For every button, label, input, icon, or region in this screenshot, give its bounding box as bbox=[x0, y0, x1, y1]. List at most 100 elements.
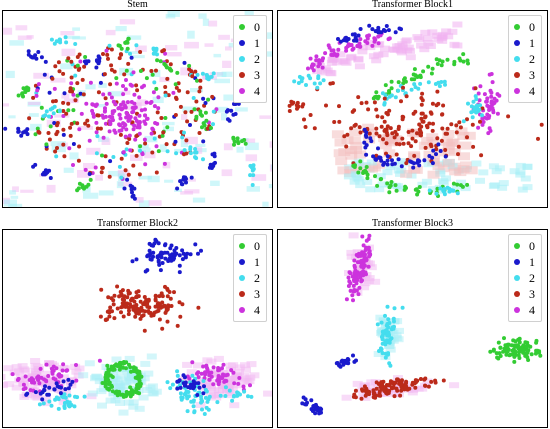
data-point bbox=[248, 173, 253, 178]
data-point bbox=[33, 53, 38, 58]
data-point bbox=[362, 384, 367, 389]
point-halo bbox=[202, 357, 213, 364]
data-point bbox=[396, 80, 401, 85]
data-point bbox=[123, 301, 128, 306]
data-point bbox=[336, 47, 341, 52]
point-halo bbox=[17, 35, 32, 40]
data-point bbox=[474, 110, 479, 115]
data-point bbox=[401, 141, 406, 146]
data-point bbox=[351, 283, 356, 288]
data-point bbox=[352, 263, 357, 268]
data-point bbox=[413, 139, 418, 144]
point-halo bbox=[27, 382, 38, 389]
legend-item: 4 bbox=[239, 83, 260, 99]
data-point bbox=[507, 353, 512, 358]
data-point bbox=[437, 84, 442, 89]
data-point bbox=[457, 56, 462, 61]
data-point bbox=[223, 385, 228, 390]
data-point bbox=[156, 259, 161, 264]
data-point bbox=[422, 377, 427, 382]
point-halo bbox=[385, 346, 396, 353]
data-point bbox=[68, 89, 73, 94]
legend-marker bbox=[239, 291, 245, 297]
data-point bbox=[155, 254, 160, 259]
data-point bbox=[436, 142, 441, 147]
data-point bbox=[61, 362, 66, 367]
data-point bbox=[383, 29, 388, 33]
point-halo bbox=[217, 72, 227, 78]
data-point bbox=[23, 90, 28, 94]
data-point bbox=[66, 108, 71, 113]
data-point bbox=[36, 129, 41, 134]
data-point bbox=[401, 85, 405, 90]
point-halo bbox=[174, 148, 188, 153]
data-point bbox=[178, 179, 183, 184]
data-point bbox=[385, 133, 390, 138]
data-point bbox=[344, 48, 349, 53]
data-point bbox=[54, 366, 59, 371]
data-point bbox=[141, 302, 146, 307]
point-halo bbox=[72, 27, 81, 31]
point-halo bbox=[366, 159, 377, 166]
data-point bbox=[41, 401, 46, 406]
data-point bbox=[142, 328, 147, 333]
data-point bbox=[165, 319, 170, 324]
point-halo bbox=[45, 377, 56, 384]
data-point bbox=[61, 114, 66, 118]
data-point bbox=[25, 132, 30, 137]
data-point bbox=[389, 93, 394, 98]
data-point bbox=[225, 108, 230, 113]
data-point bbox=[119, 156, 124, 161]
data-point bbox=[10, 372, 15, 377]
point-halo bbox=[245, 138, 256, 143]
data-point bbox=[123, 394, 128, 399]
point-halo bbox=[460, 185, 471, 192]
data-point bbox=[171, 90, 176, 95]
point-halo bbox=[128, 51, 142, 55]
legend-label: 0 bbox=[254, 238, 260, 253]
point-halo bbox=[417, 181, 428, 188]
data-point bbox=[344, 45, 349, 50]
data-point bbox=[435, 89, 440, 94]
data-point bbox=[29, 54, 34, 59]
data-point bbox=[341, 362, 346, 367]
data-point bbox=[174, 95, 178, 100]
point-halo bbox=[449, 382, 460, 389]
data-point bbox=[451, 188, 456, 193]
data-point bbox=[379, 124, 384, 129]
data-point bbox=[416, 158, 420, 163]
data-point bbox=[103, 114, 108, 119]
data-point bbox=[182, 148, 187, 153]
data-point bbox=[214, 107, 219, 112]
data-point bbox=[192, 410, 197, 415]
data-point bbox=[221, 362, 226, 367]
data-point bbox=[412, 153, 417, 158]
data-point bbox=[201, 391, 206, 396]
data-point bbox=[337, 104, 341, 109]
panel-title: Transformer Block1 bbox=[371, 0, 453, 10]
point-halo bbox=[198, 13, 207, 19]
data-point bbox=[353, 388, 358, 393]
data-point bbox=[105, 374, 110, 379]
data-point bbox=[336, 37, 340, 41]
data-point bbox=[36, 82, 41, 87]
data-point bbox=[315, 85, 320, 90]
data-point bbox=[130, 184, 135, 189]
point-halo bbox=[108, 390, 119, 397]
data-point bbox=[366, 264, 371, 269]
legend-marker bbox=[239, 259, 245, 265]
data-point bbox=[129, 55, 134, 60]
data-point bbox=[519, 346, 524, 351]
data-point bbox=[65, 368, 70, 373]
point-halo bbox=[84, 360, 95, 367]
data-point bbox=[358, 37, 363, 42]
data-point bbox=[443, 148, 448, 152]
data-point bbox=[434, 103, 439, 108]
data-point bbox=[291, 100, 296, 105]
data-point bbox=[418, 75, 423, 80]
data-point bbox=[385, 181, 390, 186]
legend-marker bbox=[514, 56, 520, 62]
data-point bbox=[109, 67, 114, 72]
data-point bbox=[381, 137, 385, 142]
point-halo bbox=[428, 186, 439, 193]
